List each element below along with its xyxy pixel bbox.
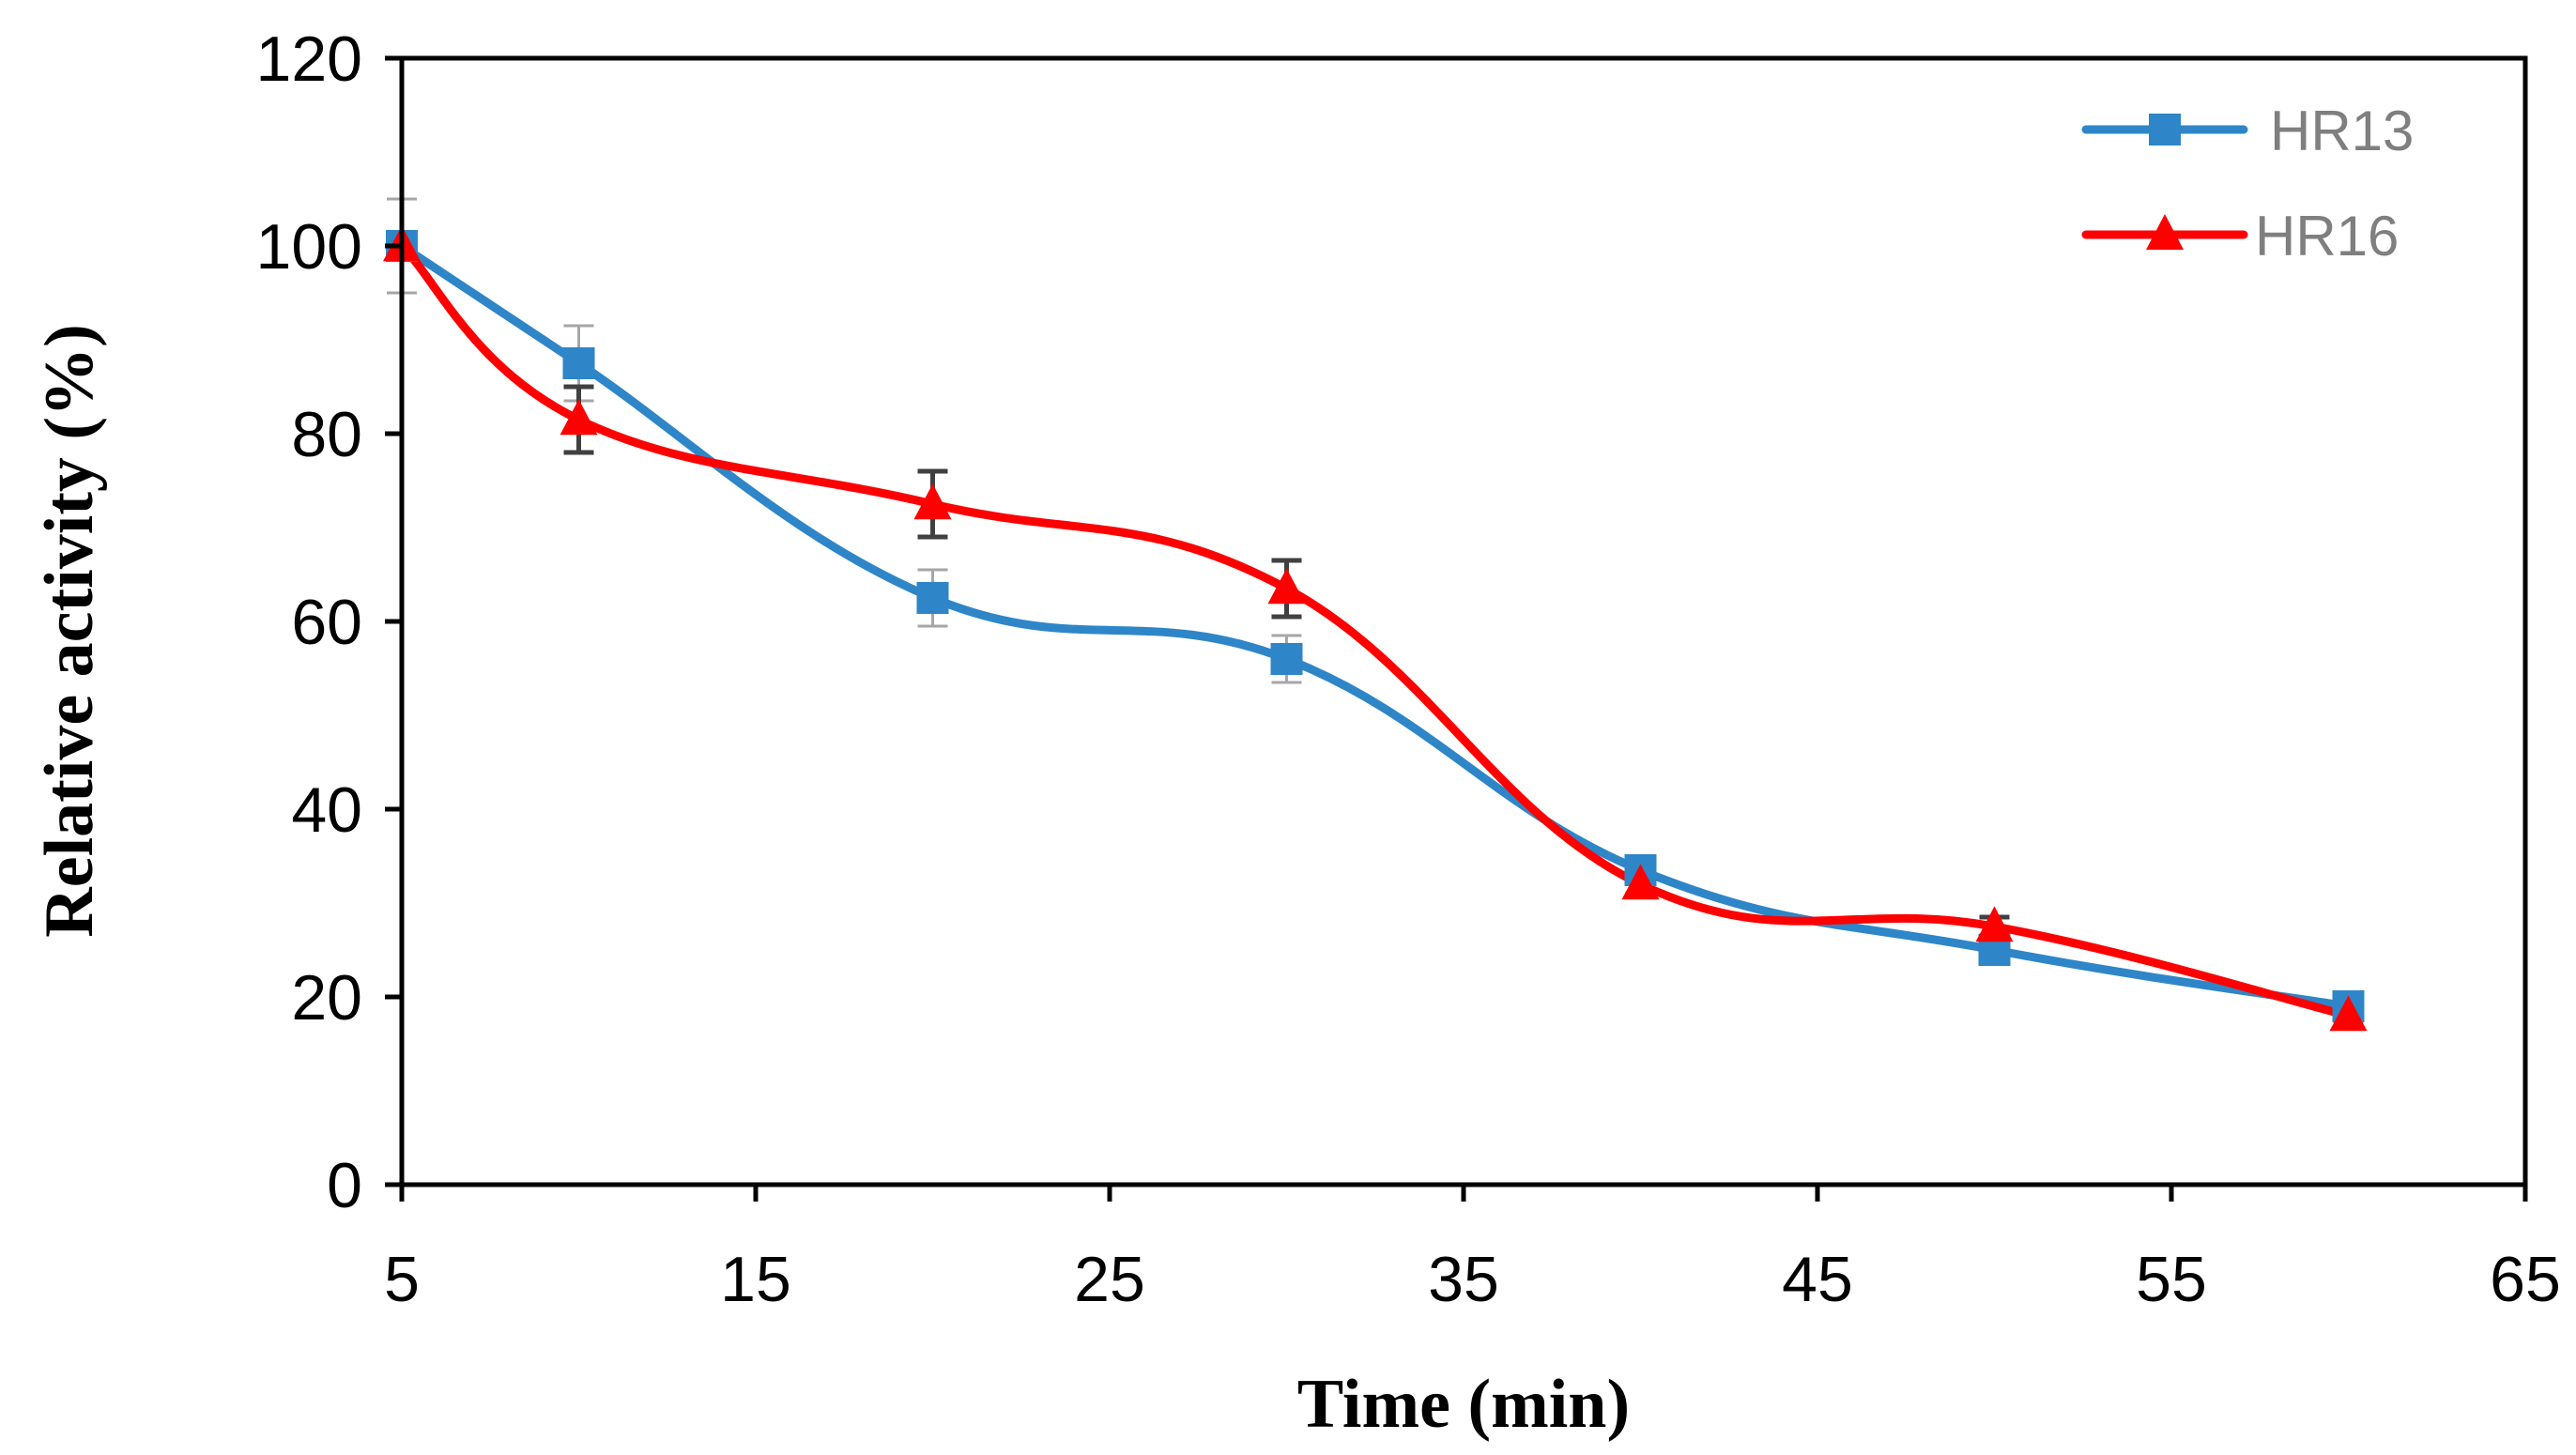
series-lines xyxy=(397,241,2353,1020)
x-tick-label-65: 65 xyxy=(2490,1244,2561,1315)
point-hr13-20 xyxy=(916,582,949,614)
plot-area-border xyxy=(399,55,2528,1187)
point-hr16-40 xyxy=(1621,864,1660,900)
legend: HR13 HR16 xyxy=(2081,100,2414,268)
axis-ticks xyxy=(385,55,2528,1202)
tick-labels: 0 20 40 60 80 100 120 5 15 25 35 45 55 65 xyxy=(256,23,2561,1315)
y-tick-label-120: 120 xyxy=(256,23,362,95)
x-tick-label-55: 55 xyxy=(2136,1244,2207,1315)
point-hr16-60 xyxy=(2329,995,2368,1032)
error-bars xyxy=(387,197,2364,1023)
y-tick-label-0: 0 xyxy=(327,1150,362,1221)
x-tick-label-45: 45 xyxy=(1782,1244,1853,1315)
x-tick-label-25: 25 xyxy=(1074,1244,1145,1315)
legend-marker-hr16 xyxy=(2146,214,2184,250)
y-axis-title: Relative activity (%) xyxy=(31,324,108,937)
y-tick-label-20: 20 xyxy=(291,962,362,1034)
y-tick-label-60: 60 xyxy=(291,587,362,658)
point-hr13-10 xyxy=(562,347,595,379)
x-axis-title: Time (min) xyxy=(1297,1366,1630,1443)
series-markers xyxy=(383,225,2368,1032)
point-hr16-10 xyxy=(560,399,598,436)
x-tick-label-5: 5 xyxy=(384,1244,420,1315)
x-tick-label-15: 15 xyxy=(720,1244,791,1315)
legend-label-hr13: HR13 xyxy=(2270,100,2414,162)
y-tick-label-40: 40 xyxy=(291,774,362,846)
legend-entry-hr16: HR16 xyxy=(2081,205,2399,268)
point-hr16-50 xyxy=(1975,906,2014,942)
point-hr16-30 xyxy=(1267,568,1306,605)
legend-label-hr16: HR16 xyxy=(2255,205,2399,268)
y-tick-label-80: 80 xyxy=(291,399,362,470)
y-tick-label-100: 100 xyxy=(256,211,362,283)
series-line-hr16 xyxy=(397,241,2353,1020)
x-tick-label-35: 35 xyxy=(1428,1244,1499,1315)
legend-entry-hr13: HR13 xyxy=(2081,100,2414,162)
legend-marker-hr13 xyxy=(2149,114,2181,146)
series-line-hr13 xyxy=(397,241,2353,1011)
point-hr16-20 xyxy=(913,483,952,520)
point-hr13-30 xyxy=(1270,643,1303,675)
